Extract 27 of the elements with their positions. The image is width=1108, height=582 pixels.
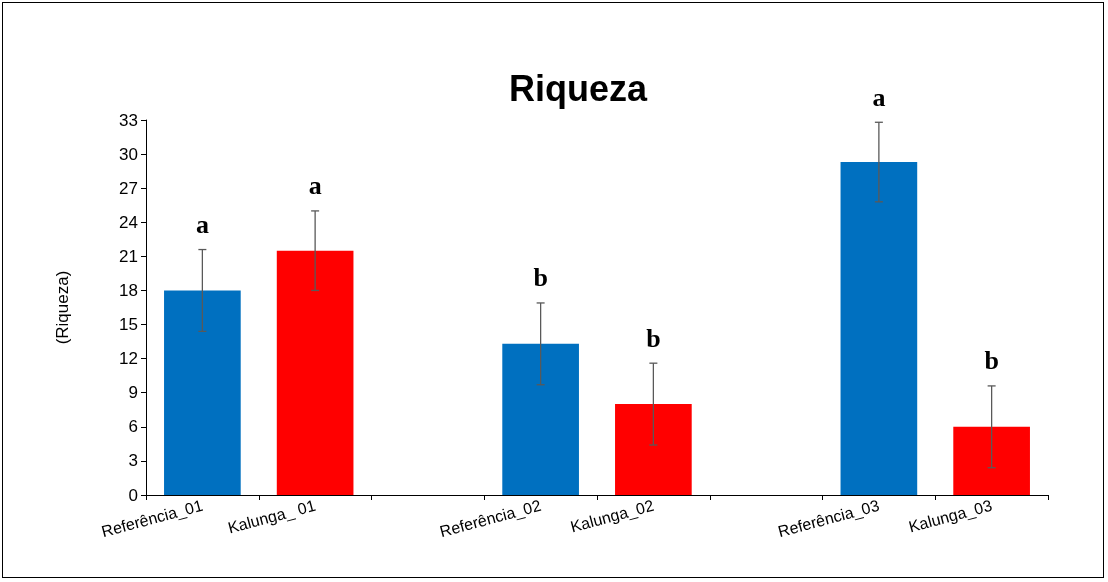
bar [276, 250, 354, 495]
bar [615, 404, 692, 495]
y-tick-label: 18 [119, 280, 138, 300]
y-tick-label: 3 [128, 451, 138, 471]
y-tick-label: 15 [119, 315, 138, 335]
y-tick-label: 12 [119, 349, 138, 369]
bar [164, 290, 241, 495]
y-tick-label: 21 [119, 246, 138, 266]
bar [953, 426, 1030, 495]
chart-title: Riqueza [508, 67, 648, 109]
y-tick-label: 27 [119, 178, 138, 198]
bar [502, 343, 579, 495]
annotation: a [195, 210, 209, 240]
y-axis-title: (Riqueza) [53, 270, 72, 345]
annotation: b [533, 263, 548, 293]
y-tick-label: 30 [119, 144, 138, 164]
annotation: a [872, 82, 886, 112]
annotation: b [984, 346, 999, 376]
annotation: b [646, 323, 661, 353]
y-tick-label: 9 [128, 383, 138, 403]
y-tick-label: 24 [119, 212, 138, 232]
y-tick-label: 0 [128, 485, 138, 505]
y-tick-label: 33 [119, 110, 138, 130]
y-tick-label: 6 [128, 417, 138, 437]
bar [840, 162, 918, 495]
x-tick-label: Kalunga_ 01 [226, 496, 318, 538]
annotation: a [308, 171, 322, 201]
